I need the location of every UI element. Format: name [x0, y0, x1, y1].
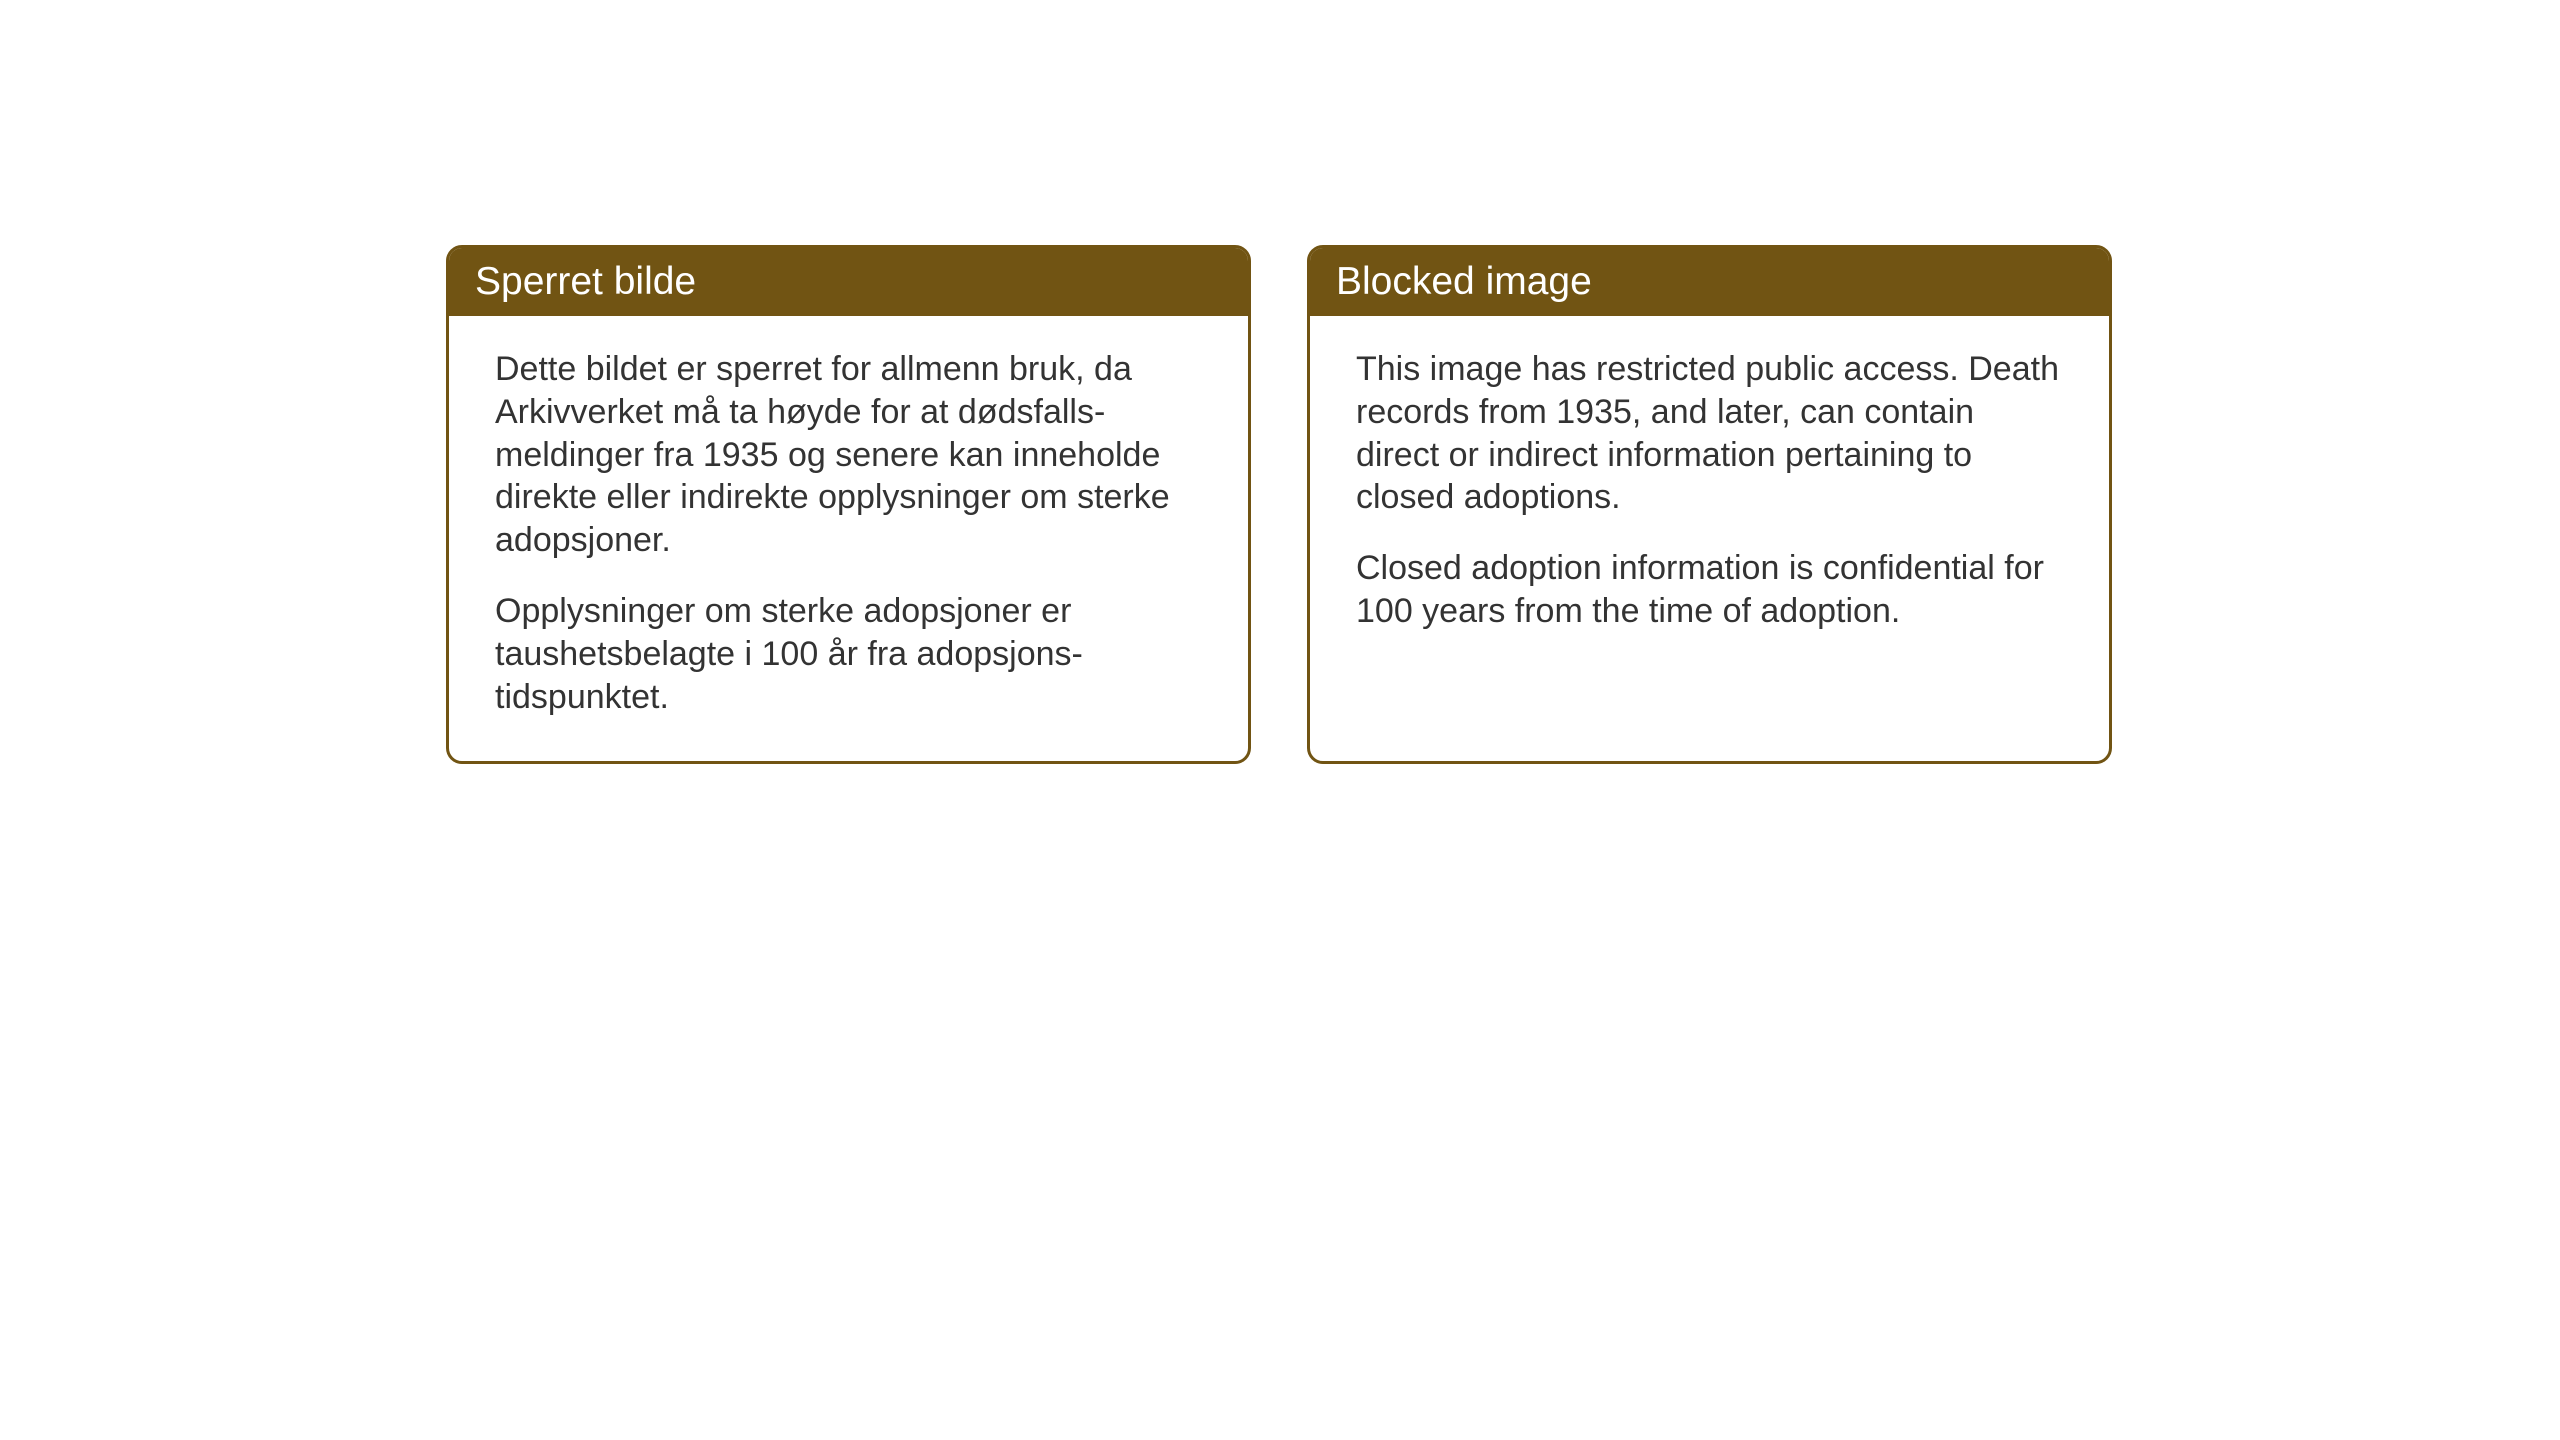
english-card-title: Blocked image [1336, 260, 1592, 303]
norwegian-card-title: Sperret bilde [475, 260, 696, 303]
english-paragraph-1: This image has restricted public access.… [1356, 348, 2063, 519]
norwegian-paragraph-1: Dette bildet er sperret for allmenn bruk… [495, 348, 1202, 562]
cards-container: Sperret bilde Dette bildet er sperret fo… [446, 245, 2112, 764]
norwegian-card-header: Sperret bilde [449, 248, 1248, 316]
english-card: Blocked image This image has restricted … [1307, 245, 2112, 764]
english-card-header: Blocked image [1310, 248, 2109, 316]
norwegian-paragraph-2: Opplysninger om sterke adopsjoner er tau… [495, 590, 1202, 718]
norwegian-card-body: Dette bildet er sperret for allmenn bruk… [449, 316, 1248, 761]
english-paragraph-2: Closed adoption information is confident… [1356, 547, 2063, 633]
english-card-body: This image has restricted public access.… [1310, 316, 2109, 675]
norwegian-card: Sperret bilde Dette bildet er sperret fo… [446, 245, 1251, 764]
